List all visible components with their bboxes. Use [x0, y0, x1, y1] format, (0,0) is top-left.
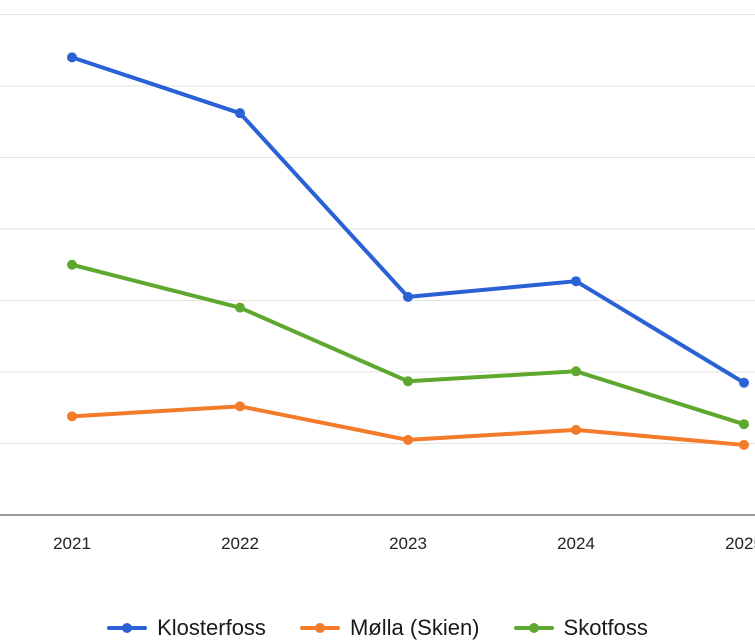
x-tick-label: 2025 — [725, 534, 755, 553]
x-tick-labels: 2021 2022 2023 2024 2025 — [53, 534, 755, 553]
x-tick-label: 2021 — [53, 534, 91, 553]
legend-item-klosterfoss[interactable]: Klosterfoss — [107, 615, 266, 641]
data-point-1-2[interactable] — [403, 434, 413, 445]
legend-item-skotfoss[interactable]: Skotfoss — [513, 614, 648, 641]
legend: Klosterfoss Mølla (Skien) Skotfoss — [0, 612, 755, 643]
legend-swatch-skotfoss — [513, 622, 554, 633]
data-point-0-1[interactable] — [235, 108, 245, 119]
data-point-1-4[interactable] — [739, 439, 749, 450]
data-point-0-3[interactable] — [571, 276, 581, 287]
x-tick-label: 2022 — [221, 534, 259, 553]
line-chart: 2021 2022 2023 2024 2025 — [0, 14, 755, 553]
grid-lines — [0, 14, 755, 444]
legend-label-skotfoss: Skotfoss — [563, 614, 648, 640]
data-point-2-4[interactable] — [739, 419, 749, 430]
legend-item-molla-skien[interactable]: Mølla (Skien) — [299, 614, 480, 641]
data-point-2-3[interactable] — [571, 366, 581, 377]
data-point-2-2[interactable] — [403, 376, 413, 387]
legend-label-klosterfoss: Klosterfoss — [157, 614, 266, 640]
legend-swatch-klosterfoss — [107, 622, 148, 633]
series-layer — [67, 52, 749, 450]
data-point-0-2[interactable] — [403, 291, 413, 302]
data-point-1-0[interactable] — [67, 411, 77, 422]
x-tick-label: 2024 — [557, 534, 595, 553]
x-tick-label: 2023 — [389, 534, 427, 553]
legend-swatch-molla-skien — [299, 622, 340, 633]
series-line-2 — [70, 262, 746, 427]
data-point-1-3[interactable] — [571, 424, 581, 435]
data-point-2-0[interactable] — [67, 259, 77, 270]
data-point-0-4[interactable] — [739, 377, 749, 388]
data-point-0-0[interactable] — [67, 52, 77, 63]
series-line-0 — [70, 55, 746, 385]
legend-label-molla-skien: Mølla (Skien) — [349, 614, 480, 640]
data-point-2-1[interactable] — [235, 302, 245, 313]
data-point-1-1[interactable] — [235, 401, 245, 412]
